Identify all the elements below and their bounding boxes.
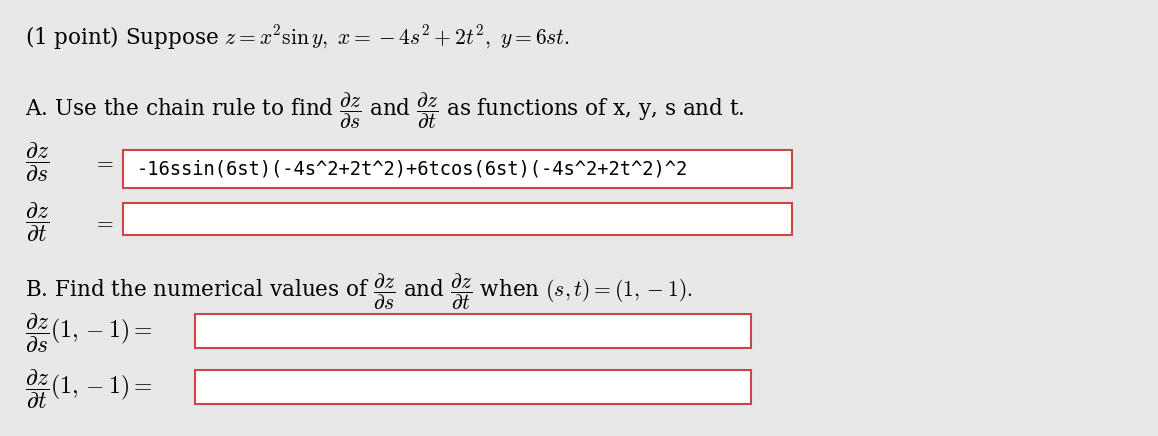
Text: B. Find the numerical values of $\dfrac{\partial z}{\partial s}$ and $\dfrac{\pa: B. Find the numerical values of $\dfrac{… [25, 271, 692, 312]
FancyBboxPatch shape [123, 150, 792, 188]
Text: (1 point) Suppose $z = x^2 \sin y,\ x = -4s^2 + 2t^2,\ y = 6st.$: (1 point) Suppose $z = x^2 \sin y,\ x = … [25, 24, 570, 52]
Text: $\dfrac{\partial z}{\partial t}(1, -1) =$: $\dfrac{\partial z}{\partial t}(1, -1) =… [25, 367, 153, 411]
Text: $\dfrac{\partial z}{\partial t}$: $\dfrac{\partial z}{\partial t}$ [25, 201, 50, 244]
Text: -16ssin(6st)(-4s^2+2t^2)+6tcos(6st)(-4s^2+2t^2)^2: -16ssin(6st)(-4s^2+2t^2)+6tcos(6st)(-4s^… [137, 160, 688, 178]
FancyBboxPatch shape [196, 314, 752, 348]
Text: $=$: $=$ [94, 211, 115, 233]
Text: $\dfrac{\partial z}{\partial s}$: $\dfrac{\partial z}{\partial s}$ [25, 141, 50, 184]
Text: A. Use the chain rule to find $\dfrac{\partial z}{\partial s}$ and $\dfrac{\part: A. Use the chain rule to find $\dfrac{\p… [25, 90, 745, 130]
FancyBboxPatch shape [123, 203, 792, 235]
Text: $=$: $=$ [94, 151, 115, 174]
FancyBboxPatch shape [196, 370, 752, 404]
Text: $\dfrac{\partial z}{\partial s}(1, -1) =$: $\dfrac{\partial z}{\partial s}(1, -1) =… [25, 312, 153, 355]
